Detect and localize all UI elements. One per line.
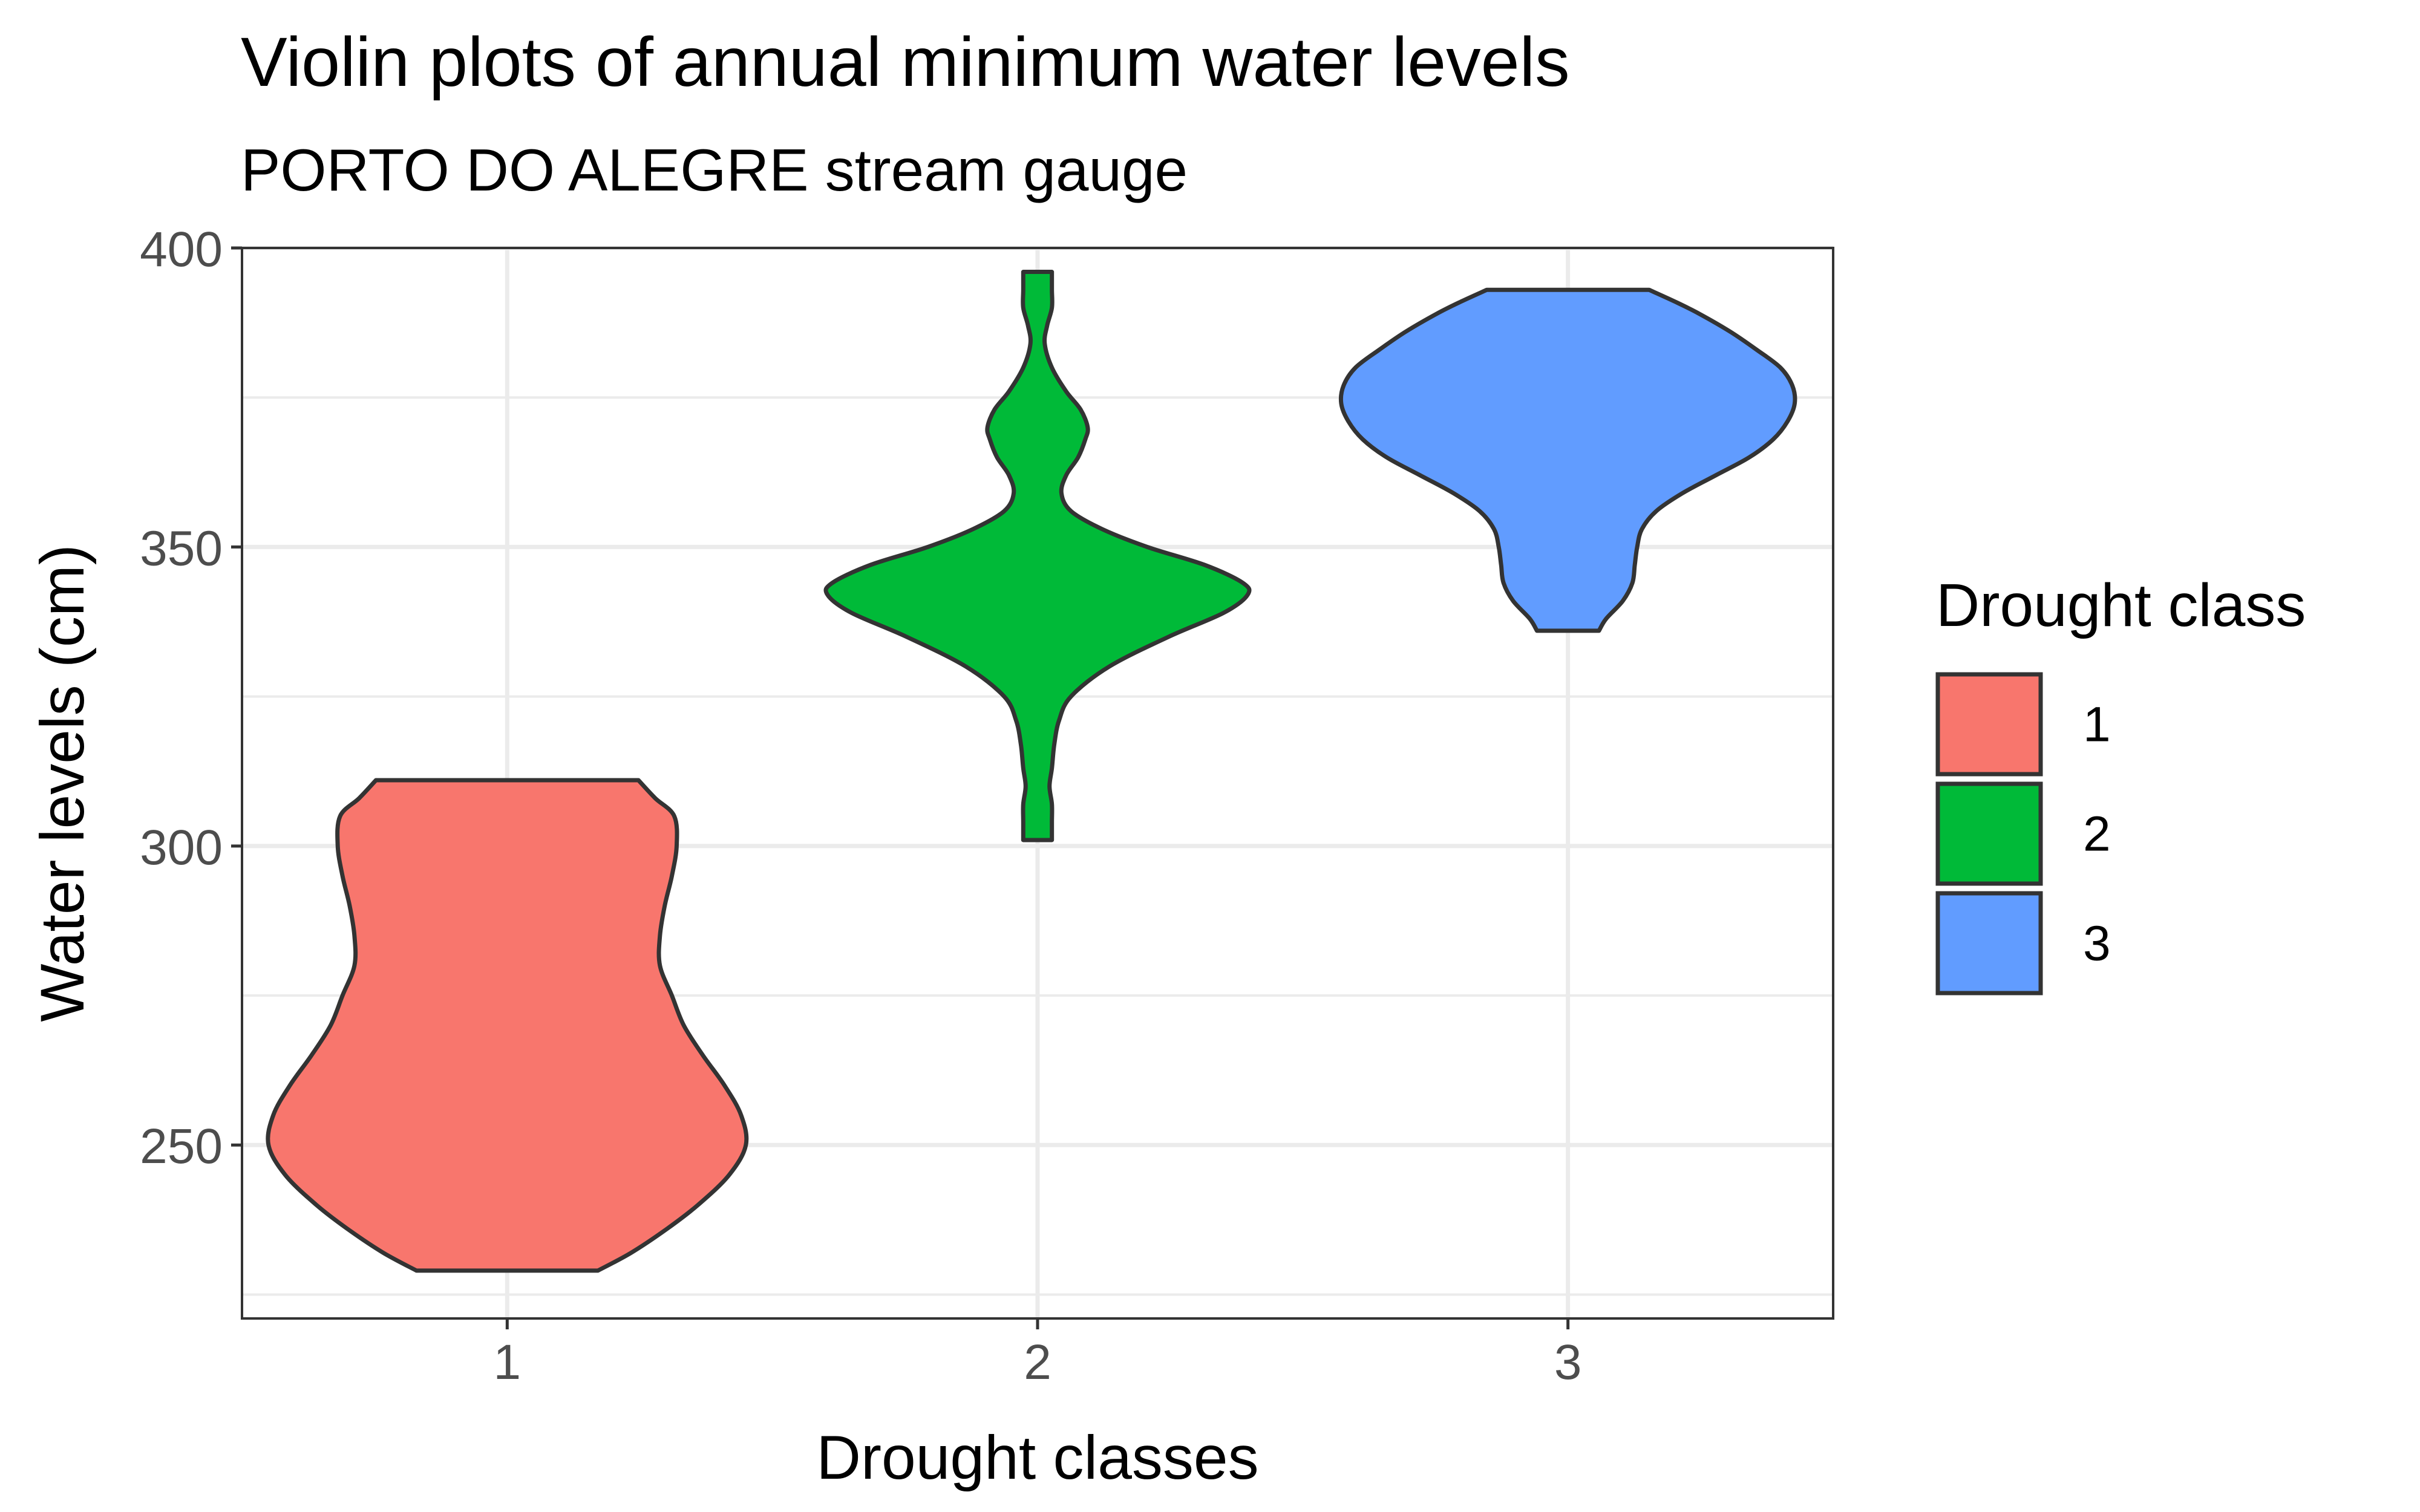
chart-title: Violin plots of annual minimum water lev… [241, 24, 1570, 101]
violin-1 [266, 778, 749, 1273]
y-tick-label: 350 [140, 521, 223, 576]
x-axis: 1 2 3 [494, 1318, 1582, 1390]
violin-2 [823, 270, 1252, 842]
violin-3 [1338, 287, 1797, 633]
legend-key-3 [1935, 891, 2043, 996]
violins [266, 270, 1797, 1273]
x-tick-label: 1 [494, 1335, 522, 1390]
y-axis-title: Water levels (cm) [28, 544, 97, 1022]
x-tick-label: 2 [1024, 1335, 1051, 1390]
legend: 1 2 3 [1935, 672, 2111, 996]
legend-label-1: 1 [2083, 697, 2111, 752]
legend-label-2: 2 [2083, 807, 2111, 862]
legend-title: Drought class [1936, 572, 2306, 639]
chart-subtitle: PORTO DO ALEGRE stream gauge [241, 137, 1188, 203]
y-tick-label: 250 [140, 1119, 223, 1174]
legend-key-2 [1935, 781, 2043, 886]
x-tick-label: 3 [1554, 1335, 1582, 1390]
y-tick-label: 400 [140, 222, 223, 277]
legend-label-3: 3 [2083, 916, 2111, 971]
y-axis: 250 300 350 400 [140, 222, 242, 1174]
y-tick-label: 300 [140, 820, 223, 875]
x-axis-title: Drought classes [816, 1423, 1258, 1492]
legend-key-1 [1935, 672, 2043, 777]
